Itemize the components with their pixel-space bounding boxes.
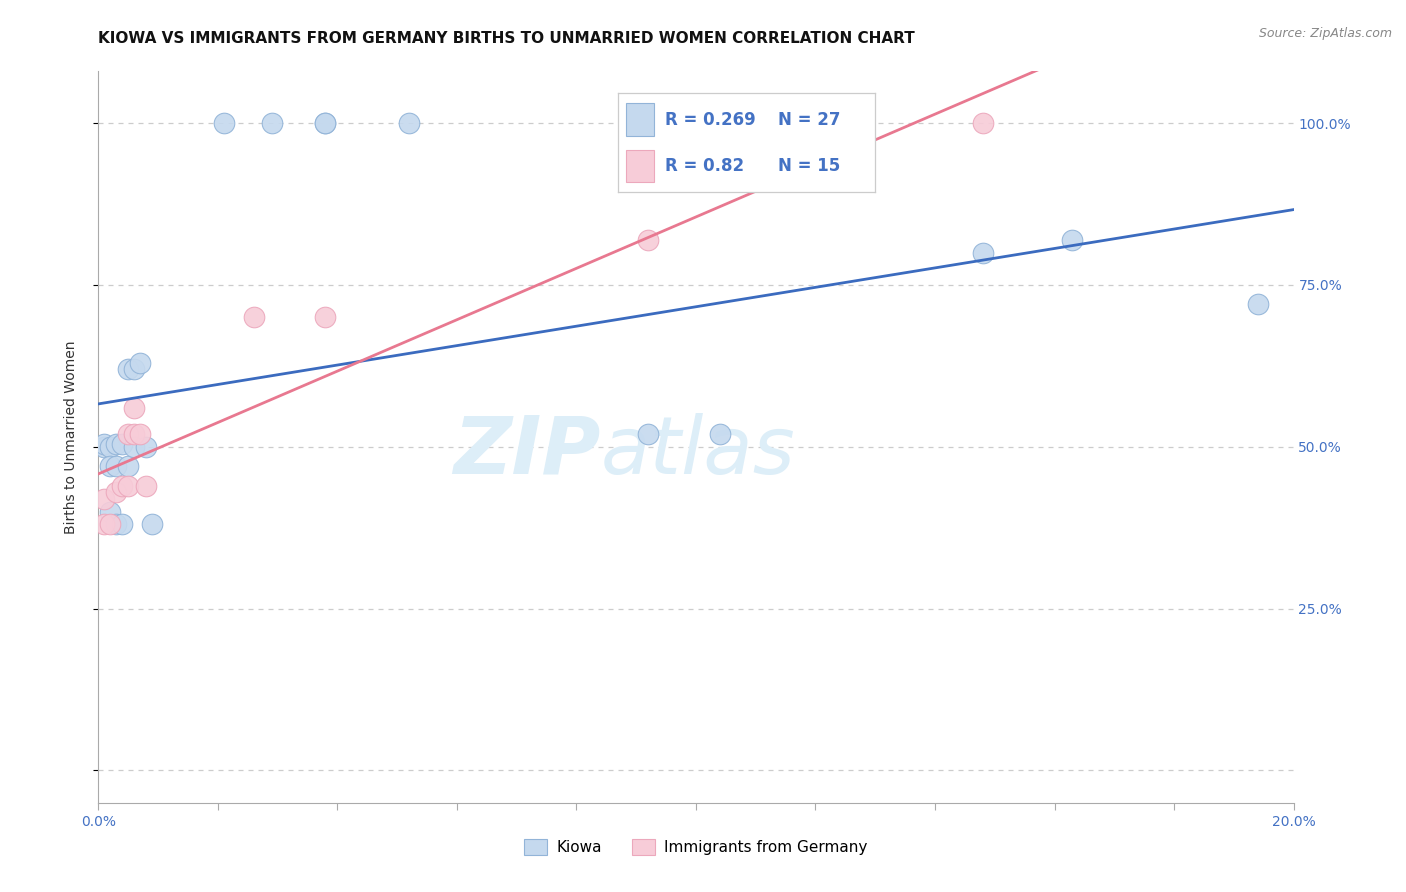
Point [315,116,337,130]
Point [117,459,139,474]
Point [972,116,994,130]
Point [93,491,115,506]
Point [124,440,146,454]
Point [105,517,128,532]
Point [105,436,128,450]
Point [105,459,128,474]
Point [135,478,157,492]
Point [1247,297,1270,311]
Point [1062,233,1084,247]
Point [135,440,157,454]
Y-axis label: Births to Unmarried Women: Births to Unmarried Women [63,341,77,533]
Point [709,426,731,441]
Point [117,478,139,492]
Point [315,116,337,130]
Point [98,504,122,518]
Point [398,116,420,130]
Text: atlas: atlas [600,413,796,491]
Point [315,310,337,325]
Point [972,245,994,260]
Point [212,116,235,130]
Point [124,401,146,415]
Point [93,436,115,450]
Point [129,356,152,370]
Legend: Kiowa, Immigrants from Germany: Kiowa, Immigrants from Germany [517,833,875,861]
Point [117,426,139,441]
Point [105,485,128,500]
Point [117,362,139,376]
Point [111,478,134,492]
Point [111,517,134,532]
Point [141,517,163,532]
Point [243,310,266,325]
Point [93,517,115,532]
Point [111,436,134,450]
Point [637,233,659,247]
Point [98,459,122,474]
Point [637,426,659,441]
Point [98,517,122,532]
Point [93,440,115,454]
Point [124,362,146,376]
Text: ZIP: ZIP [453,413,600,491]
Point [124,426,146,441]
Point [260,116,283,130]
Point [98,440,122,454]
Point [129,426,152,441]
Text: Source: ZipAtlas.com: Source: ZipAtlas.com [1258,27,1392,40]
Text: KIOWA VS IMMIGRANTS FROM GERMANY BIRTHS TO UNMARRIED WOMEN CORRELATION CHART: KIOWA VS IMMIGRANTS FROM GERMANY BIRTHS … [98,31,915,46]
